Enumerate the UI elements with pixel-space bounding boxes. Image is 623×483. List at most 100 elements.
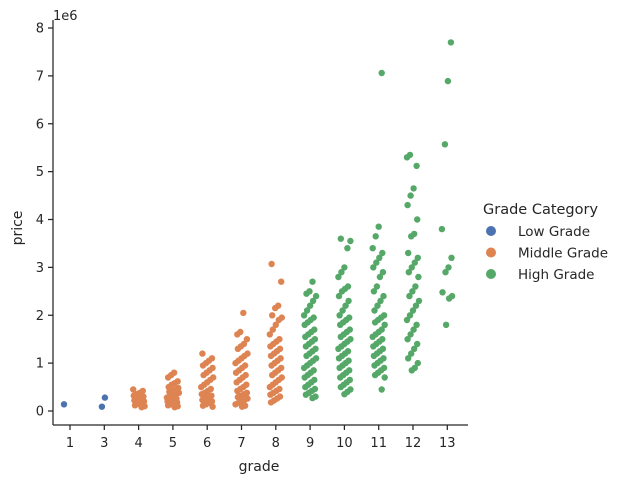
data-point	[405, 269, 412, 276]
data-point	[344, 245, 351, 252]
data-point	[412, 302, 420, 309]
data-point	[414, 340, 421, 348]
data-point	[369, 333, 376, 340]
data-point	[272, 321, 279, 328]
data-point	[445, 264, 452, 271]
data-point	[408, 367, 415, 374]
data-point	[407, 331, 414, 338]
data-point	[341, 391, 348, 398]
data-points	[60, 39, 456, 411]
x-tick-label: 5	[169, 436, 177, 451]
data-point	[405, 355, 412, 362]
data-point	[372, 233, 379, 240]
data-point	[369, 245, 376, 252]
data-point	[410, 326, 417, 333]
data-point	[374, 302, 381, 309]
data-point	[414, 359, 421, 367]
data-point	[414, 254, 421, 261]
data-point	[447, 39, 455, 46]
data-point	[306, 302, 314, 309]
data-point	[302, 383, 309, 391]
data-point	[266, 383, 273, 391]
legend-marker	[486, 247, 496, 258]
data-point	[441, 141, 449, 148]
data-point	[407, 192, 414, 199]
data-point	[414, 216, 421, 223]
data-point	[301, 321, 308, 328]
data-point	[341, 264, 348, 271]
data-point	[444, 77, 452, 85]
data-point	[266, 331, 273, 338]
data-point	[198, 383, 205, 391]
legend-label: Low Grade	[518, 224, 590, 240]
data-point	[337, 374, 344, 381]
x-tick-label: 8	[272, 436, 280, 451]
x-tick-label: 7	[237, 436, 245, 451]
data-point	[309, 394, 316, 402]
data-point	[370, 264, 377, 271]
x-axis-label: grade	[239, 459, 280, 475]
data-point	[335, 355, 343, 362]
data-point	[309, 297, 317, 305]
data-point	[411, 345, 418, 352]
data-point	[371, 307, 378, 314]
data-point	[234, 387, 241, 395]
data-point	[302, 391, 310, 398]
y-tick-label: 5	[36, 165, 44, 180]
data-point	[339, 307, 346, 314]
data-point	[199, 396, 206, 404]
x-tick-label: 6	[203, 436, 211, 451]
data-point	[381, 374, 388, 381]
data-point	[269, 371, 276, 379]
data-point	[337, 321, 344, 328]
data-point	[439, 289, 446, 296]
data-point	[408, 264, 415, 271]
data-point	[413, 162, 420, 170]
x-tick-label: 11	[370, 436, 387, 451]
data-point	[371, 319, 379, 326]
data-point	[302, 343, 310, 350]
legend-marker	[486, 269, 496, 279]
x-tick-label: 3	[100, 436, 108, 451]
data-point	[267, 391, 274, 398]
data-point	[60, 401, 68, 408]
y-tick-label: 2	[36, 309, 44, 324]
data-point	[267, 399, 275, 406]
data-point	[338, 269, 345, 276]
data-point	[415, 297, 423, 305]
data-point	[403, 316, 411, 324]
data-point	[337, 235, 344, 242]
data-point	[337, 333, 344, 340]
data-point	[302, 333, 309, 340]
data-point	[375, 223, 382, 230]
data-point	[408, 233, 415, 240]
y-tick-label: 6	[36, 117, 44, 132]
data-point	[243, 336, 251, 343]
data-point	[232, 369, 240, 376]
data-point	[342, 302, 349, 309]
data-point	[373, 283, 381, 290]
data-point	[370, 288, 378, 295]
data-point	[268, 260, 275, 268]
data-point	[337, 383, 344, 391]
data-point	[345, 297, 352, 305]
data-point	[267, 343, 274, 350]
data-point	[370, 343, 377, 350]
legend-title: Grade Category	[483, 202, 598, 218]
data-point	[409, 307, 417, 314]
data-point	[234, 331, 241, 338]
data-point	[199, 350, 206, 357]
data-point	[198, 391, 205, 398]
data-point	[164, 402, 172, 409]
data-point	[415, 273, 422, 281]
data-point	[410, 185, 417, 192]
data-point	[312, 292, 320, 300]
data-point	[269, 312, 276, 319]
data-point	[232, 401, 239, 408]
data-point	[335, 292, 343, 300]
data-point	[303, 352, 310, 360]
data-point	[370, 352, 378, 360]
data-point	[405, 249, 412, 257]
x-tick-label: 10	[336, 436, 353, 451]
data-point	[269, 326, 276, 333]
